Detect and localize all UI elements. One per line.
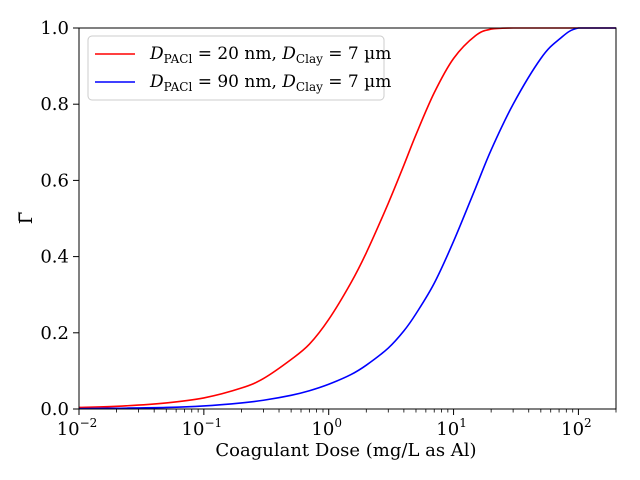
series-line-2 bbox=[79, 27, 616, 410]
x-tick-label: 101 bbox=[436, 416, 467, 440]
x-axis: 10−2 10−1 100 101 102 bbox=[57, 409, 617, 440]
y-axis: 0.0 0.2 0.4 0.6 0.8 1.0 bbox=[40, 18, 79, 420]
y-tick-label: 0.4 bbox=[40, 247, 69, 268]
y-axis-label: Γ̅ bbox=[16, 212, 37, 225]
y-tick-label: 0.6 bbox=[40, 170, 69, 191]
legend-entry-2: DPACl = 90 nm, DClay = 7 µm bbox=[149, 72, 391, 94]
x-tick-label: 102 bbox=[561, 416, 592, 440]
legend: DPACl = 20 nm, DClay = 7 µm DPACl = 90 nm… bbox=[87, 35, 391, 101]
y-tick-label: 0.2 bbox=[40, 323, 69, 344]
x-tick-label: 10−1 bbox=[182, 416, 223, 440]
y-tick-label: 0.0 bbox=[40, 399, 69, 420]
x-axis-label: Coagulant Dose (mg/L as Al) bbox=[215, 440, 476, 461]
x-tick-label: 100 bbox=[311, 416, 342, 440]
y-tick-label: 0.8 bbox=[40, 94, 69, 115]
x-tick-label: 10−2 bbox=[57, 416, 98, 440]
y-tick-label: 1.0 bbox=[40, 18, 69, 39]
legend-entry-1: DPACl = 20 nm, DClay = 7 µm bbox=[149, 44, 391, 66]
plot-area bbox=[78, 27, 617, 410]
plot-frame bbox=[78, 27, 617, 410]
legend-box bbox=[87, 35, 385, 101]
